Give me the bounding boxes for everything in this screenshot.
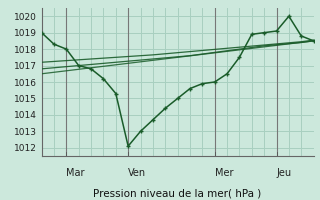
Text: Mer: Mer [215, 168, 233, 178]
Text: Jeu: Jeu [276, 168, 292, 178]
Text: Ven: Ven [128, 168, 146, 178]
Text: Mar: Mar [66, 168, 85, 178]
Text: Pression niveau de la mer( hPa ): Pression niveau de la mer( hPa ) [93, 189, 262, 199]
